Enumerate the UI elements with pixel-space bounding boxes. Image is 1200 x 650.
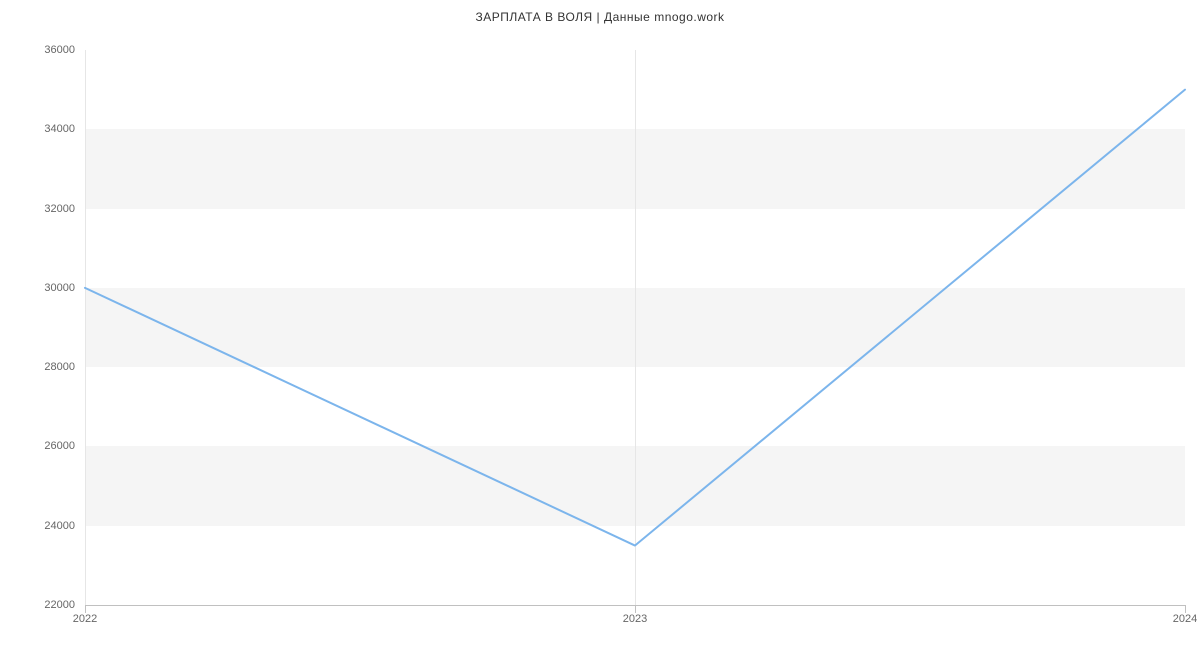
y-tick-label: 36000	[44, 44, 75, 56]
y-tick-label: 24000	[44, 520, 75, 532]
y-tick-label: 26000	[44, 440, 75, 452]
y-tick-label: 32000	[44, 203, 75, 215]
plot-area: 2200024000260002800030000320003400036000…	[85, 50, 1185, 605]
x-tick	[635, 605, 636, 613]
series-line-salary	[85, 90, 1185, 546]
x-tick-label: 2023	[623, 613, 647, 625]
x-tick	[1185, 605, 1186, 613]
x-tick	[85, 605, 86, 613]
x-tick-label: 2024	[1173, 613, 1197, 625]
line-layer	[85, 50, 1185, 605]
y-tick-label: 22000	[44, 599, 75, 611]
chart-title: ЗАРПЛАТА В ВОЛЯ | Данные mnogo.work	[475, 10, 724, 24]
y-tick-label: 30000	[44, 282, 75, 294]
x-tick-label: 2022	[73, 613, 97, 625]
y-tick-label: 34000	[44, 123, 75, 135]
y-tick-label: 28000	[44, 361, 75, 373]
